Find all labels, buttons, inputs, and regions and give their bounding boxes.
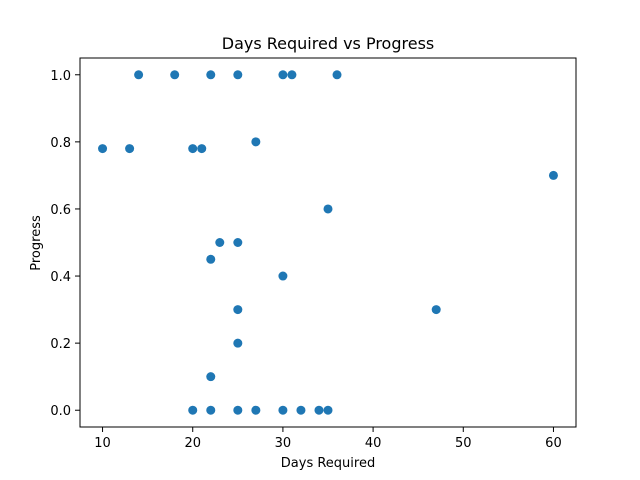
- scatter-point: [233, 338, 243, 348]
- scatter-point: [170, 70, 180, 80]
- x-axis-label: Days Required: [281, 456, 375, 471]
- scatter-point: [548, 170, 558, 180]
- scatter-point: [206, 405, 216, 415]
- scatter-point: [125, 144, 135, 154]
- scatter-point: [332, 70, 342, 80]
- x-tick-label: 50: [455, 436, 472, 451]
- scatter-point: [188, 405, 198, 415]
- axis-ticks: 10 20 30 40 50 60 0.0 0.2 0.4 0.6 0.8 1.0: [50, 69, 561, 451]
- scatter-point: [206, 372, 216, 382]
- y-axis-label: Progress: [29, 215, 44, 271]
- data-points: [98, 70, 558, 415]
- scatter-point: [296, 405, 306, 415]
- y-tick-label: 0.8: [50, 136, 71, 151]
- x-tick-label: 30: [275, 436, 292, 451]
- scatter-point: [251, 405, 261, 415]
- scatter-point: [233, 70, 243, 80]
- y-tick-label: 0.2: [50, 337, 71, 352]
- scatter-point: [215, 238, 225, 247]
- scatter-point: [233, 305, 243, 315]
- scatter-point: [206, 254, 216, 264]
- scatter-point: [323, 204, 333, 214]
- scatter-point: [233, 405, 243, 415]
- x-tick-label: 20: [184, 436, 201, 451]
- y-tick-label: 1.0: [50, 69, 71, 84]
- plot-frame: [79, 57, 577, 428]
- scatter-point: [287, 70, 297, 80]
- scatter-point: [431, 305, 441, 315]
- scatter-point: [98, 144, 108, 154]
- scatter-point: [278, 70, 288, 80]
- scatter-point: [278, 271, 288, 281]
- y-tick-label: 0.6: [50, 203, 71, 218]
- scatter-point: [134, 70, 144, 80]
- scatter-point: [323, 405, 333, 415]
- scatter-point: [233, 238, 243, 247]
- y-tick-label: 0.0: [50, 404, 71, 419]
- scatter-point: [206, 70, 216, 80]
- scatter-point: [197, 144, 207, 154]
- chart-title: Days Required vs Progress: [222, 34, 434, 53]
- x-tick-label: 60: [545, 436, 562, 451]
- scatter-point: [251, 137, 261, 147]
- scatter-point: [188, 144, 198, 154]
- y-tick-label: 0.4: [50, 270, 71, 285]
- scatter-point: [278, 405, 288, 415]
- x-tick-label: 10: [94, 436, 111, 451]
- x-tick-label: 40: [365, 436, 382, 451]
- scatter-point: [314, 405, 324, 415]
